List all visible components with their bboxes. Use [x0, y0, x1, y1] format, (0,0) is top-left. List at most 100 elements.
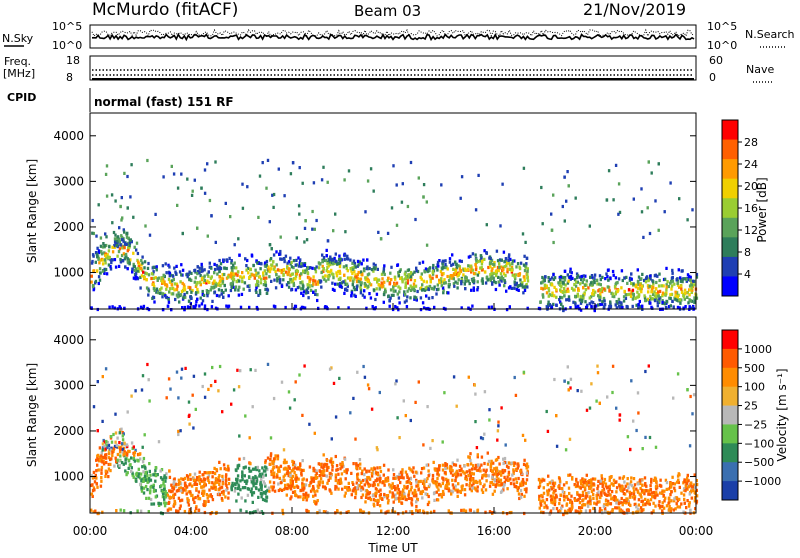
- heatmap-cell: [506, 487, 508, 490]
- heatmap-cell: [428, 474, 430, 477]
- heatmap-cell: [454, 473, 456, 476]
- heatmap-cell: [335, 479, 337, 482]
- heatmap-cell: [265, 272, 267, 275]
- heatmap-cell: [377, 473, 379, 476]
- heatmap-cell: [396, 416, 398, 419]
- heatmap-cell: [495, 485, 497, 488]
- heatmap-cell: [605, 272, 607, 275]
- heatmap-cell: [661, 301, 663, 304]
- heatmap-cell: [413, 283, 415, 286]
- heatmap-cell: [223, 463, 225, 466]
- heatmap-cell: [105, 235, 107, 238]
- heatmap-cell: [551, 229, 553, 232]
- heatmap-cell: [353, 260, 355, 263]
- heatmap-cell: [157, 279, 159, 282]
- heatmap-cell: [218, 270, 220, 273]
- heatmap-cell: [104, 258, 106, 261]
- heatmap-cell: [458, 278, 460, 281]
- heatmap-cell: [489, 265, 491, 268]
- heatmap-cell: [559, 278, 561, 281]
- heatmap-cell: [175, 265, 177, 268]
- heatmap-cell: [580, 510, 582, 513]
- heatmap-cell: [273, 253, 275, 256]
- heatmap-cell: [568, 184, 570, 187]
- heatmap-cell: [406, 305, 408, 308]
- heatmap-cell: [211, 275, 213, 278]
- heatmap-cell: [257, 509, 259, 512]
- heatmap-cell: [90, 307, 92, 310]
- heatmap-cell: [215, 241, 217, 244]
- heatmap-cell: [90, 281, 92, 284]
- heatmap-cell: [171, 165, 173, 168]
- heatmap-cell: [231, 488, 233, 491]
- heatmap-cell: [524, 269, 526, 272]
- heatmap-cell: [524, 285, 526, 288]
- heatmap-cell: [299, 277, 301, 280]
- heatmap-cell: [552, 273, 554, 276]
- heatmap-cell: [637, 391, 639, 394]
- heatmap-cell: [417, 488, 419, 491]
- heatmap-cell: [538, 498, 540, 501]
- heatmap-cell: [360, 262, 362, 265]
- heatmap-cell: [449, 467, 451, 470]
- heatmap-cell: [615, 490, 617, 493]
- heatmap-cell: [581, 300, 583, 303]
- heatmap-cell: [142, 271, 144, 274]
- heatmap-cell: [202, 299, 204, 302]
- heatmap-cell: [302, 270, 304, 273]
- heatmap-cell: [119, 450, 121, 453]
- heatmap-cell: [368, 492, 370, 495]
- heatmap-cell: [188, 278, 190, 281]
- heatmap-cell: [571, 504, 573, 507]
- heatmap-cell: [589, 509, 591, 512]
- heatmap-cell: [691, 208, 693, 211]
- heatmap-cell: [244, 474, 246, 477]
- noise-tick-left-top: 10^5: [52, 20, 82, 33]
- heatmap-cell: [157, 291, 159, 294]
- heatmap-cell: [133, 277, 135, 280]
- heatmap-cell: [92, 253, 94, 256]
- heatmap-cell: [393, 501, 395, 504]
- heatmap-cell: [389, 305, 391, 308]
- heatmap-cell: [658, 279, 660, 282]
- heatmap-cell: [340, 285, 342, 288]
- heatmap-cell: [346, 267, 348, 270]
- heatmap-cell: [632, 289, 634, 292]
- heatmap-cell: [292, 272, 294, 275]
- heatmap-cell: [437, 498, 439, 501]
- heatmap-cell: [371, 408, 373, 411]
- heatmap-cell: [666, 280, 668, 283]
- heatmap-cell: [693, 296, 695, 299]
- heatmap-cell: [405, 281, 407, 284]
- heatmap-cell: [677, 295, 679, 298]
- heatmap-cell: [644, 498, 646, 501]
- heatmap-cell: [208, 270, 210, 273]
- heatmap-cell: [169, 476, 171, 479]
- heatmap-cell: [93, 405, 95, 408]
- heatmap-cell: [100, 485, 102, 488]
- heatmap-cell: [456, 286, 458, 289]
- heatmap-cell: [407, 494, 409, 497]
- heatmap-cell: [583, 481, 585, 484]
- heatmap-cell: [178, 300, 180, 303]
- heatmap-cell: [618, 182, 620, 185]
- heatmap-cell: [387, 277, 389, 280]
- heatmap-cell: [410, 275, 412, 278]
- heatmap-cell: [142, 374, 144, 377]
- heatmap-cell: [241, 496, 243, 499]
- heatmap-cell: [123, 307, 125, 310]
- heatmap-cell: [468, 256, 470, 259]
- heatmap-cell: [634, 297, 636, 300]
- heatmap-cell: [615, 480, 617, 483]
- heatmap-cell: [576, 276, 578, 279]
- heatmap-cell: [401, 474, 403, 477]
- heatmap-cell: [118, 250, 120, 253]
- heatmap-cell: [684, 289, 686, 292]
- heatmap-cell: [181, 290, 183, 293]
- heatmap-cell: [487, 278, 489, 281]
- heatmap-cell: [295, 288, 297, 291]
- heatmap-cell: [603, 505, 605, 508]
- heatmap-cell: [205, 500, 207, 503]
- heatmap-cell: [651, 495, 653, 498]
- heatmap-cell: [303, 240, 305, 243]
